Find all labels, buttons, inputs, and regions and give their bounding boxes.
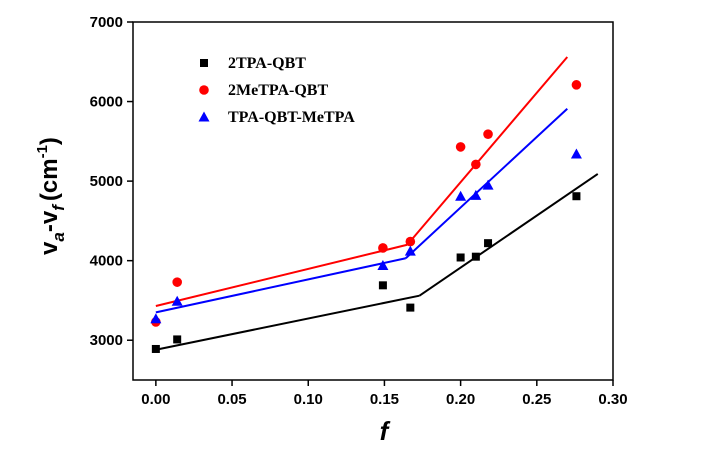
data-point-2tpa-qbt xyxy=(456,253,465,262)
data-point-tpa-qbt-metpa xyxy=(482,179,494,190)
data-point-2metpa-qbt xyxy=(172,277,182,287)
y-tick-label: 6000 xyxy=(90,94,123,111)
y-axis-label-sub-f: f xyxy=(49,203,68,211)
fit-line-2metpa-qbt xyxy=(406,56,569,246)
data-point-2metpa-qbt xyxy=(483,129,493,139)
data-point-tpa-qbt-metpa xyxy=(470,189,482,200)
y-axis-label-sup: -1 xyxy=(34,145,51,158)
legend-label-2tpa-qbt: 2TPA-QBT xyxy=(228,55,306,72)
data-point-tpa-qbt-metpa xyxy=(171,295,183,306)
data-point-tpa-qbt-metpa xyxy=(570,148,582,159)
x-axis-label: f xyxy=(380,416,391,446)
y-tick-label: 7000 xyxy=(90,14,123,31)
legend-marker-tpa-qbt-metpa xyxy=(198,111,210,122)
y-axis-label-unit: (cm xyxy=(36,158,63,201)
y-tick-label: 3000 xyxy=(90,332,123,349)
data-point-2metpa-qbt xyxy=(571,80,582,90)
legend-marker-2tpa-qbt xyxy=(200,59,208,67)
data-point-tpa-qbt-metpa xyxy=(404,245,416,256)
x-tick-label: 0.05 xyxy=(217,391,246,408)
data-point-2tpa-qbt xyxy=(406,303,415,312)
data-point-2tpa-qbt xyxy=(471,252,480,261)
data-point-2metpa-qbt xyxy=(455,142,466,152)
fit-line-tpa-qbt-metpa xyxy=(155,257,406,314)
fit-line-2tpa-qbt xyxy=(418,173,599,297)
data-point-2tpa-qbt xyxy=(173,335,182,344)
data-point-2metpa-qbt xyxy=(471,159,481,170)
data-points xyxy=(150,80,582,353)
x-tick-label: 0.00 xyxy=(141,391,170,408)
y-axis-label-v: v xyxy=(36,241,63,255)
data-point-tpa-qbt-metpa xyxy=(455,190,467,201)
data-point-tpa-qbt-metpa xyxy=(150,313,162,324)
axis-ticks: 0.00 0.05 0.10 0.15 0.20 0.25 0.30 3000 4000 5000… xyxy=(90,14,628,408)
fit-line-2metpa-qbt xyxy=(155,243,408,307)
legend-label-tpa-qbt-metpa: TPA-QBT-MeTPA xyxy=(228,109,355,126)
x-tick-label: 0.15 xyxy=(370,391,399,408)
x-tick-label: 0.30 xyxy=(598,391,627,408)
data-point-2tpa-qbt xyxy=(151,344,160,353)
y-tick-label: 5000 xyxy=(90,173,123,190)
data-point-2metpa-qbt xyxy=(378,243,388,253)
x-tick-label: 0.25 xyxy=(522,391,551,408)
data-point-2tpa-qbt xyxy=(572,192,581,201)
legend: 2TPA-QBT 2MeTPA-QBT TPA-QBT-MeTPA xyxy=(198,55,355,126)
data-point-2tpa-qbt xyxy=(484,239,493,248)
legend-label-2metpa-qbt: 2MeTPA-QBT xyxy=(228,82,328,99)
data-point-tpa-qbt-metpa xyxy=(377,259,389,270)
data-point-2tpa-qbt xyxy=(378,281,387,290)
y-axis-label-minus-v: -v xyxy=(36,210,63,232)
fit-lines xyxy=(155,56,599,351)
y-axis-label-close: ) xyxy=(36,137,63,145)
x-tick-label: 0.20 xyxy=(446,391,475,408)
plot-frame xyxy=(132,21,614,381)
legend-marker-2metpa-qbt xyxy=(199,85,209,95)
y-axis-label-sub-a: a xyxy=(49,232,68,241)
x-tick-label: 0.10 xyxy=(294,391,323,408)
y-axis-label: va-vf (cm-1) xyxy=(34,137,68,255)
data-point-2metpa-qbt xyxy=(405,236,416,247)
fit-line-2tpa-qbt xyxy=(155,294,420,351)
y-tick-label: 4000 xyxy=(90,253,123,270)
